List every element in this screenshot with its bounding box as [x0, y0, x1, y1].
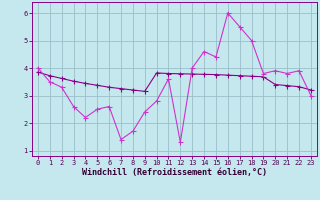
X-axis label: Windchill (Refroidissement éolien,°C): Windchill (Refroidissement éolien,°C): [82, 168, 267, 177]
